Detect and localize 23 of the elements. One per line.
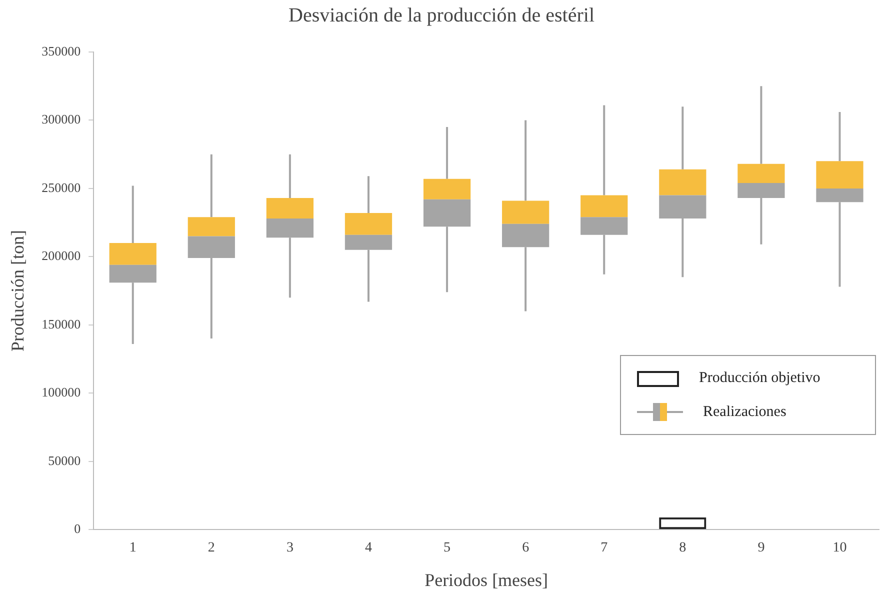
x-tick-label: 2 — [208, 540, 215, 556]
y-tick-label: 100000 — [42, 384, 81, 400]
x-axis-title: Periodos [meses] — [424, 570, 548, 590]
x-tick-label: 6 — [522, 540, 530, 556]
x-tick-label: 7 — [600, 540, 608, 556]
x-tick-label: 5 — [444, 540, 451, 556]
y-tick-label: 200000 — [42, 248, 81, 264]
y-tick-label: 50000 — [48, 452, 81, 468]
y-tick-label: 0 — [74, 521, 81, 536]
x-tick-label: 9 — [758, 540, 765, 556]
y-axis-title: Producción [ton] — [8, 230, 28, 352]
x-tick-label: 3 — [286, 540, 294, 556]
x-tick-label: 8 — [679, 540, 686, 556]
legend-label: Realizaciones — [703, 404, 786, 420]
y-tick-label: 350000 — [42, 43, 81, 58]
x-tick-label: 4 — [364, 540, 372, 556]
y-tick-label: 150000 — [42, 316, 81, 332]
x-tick-label: 1 — [129, 540, 136, 556]
legend-label: Producción objetivo — [699, 370, 820, 387]
y-tick-label: 250000 — [42, 180, 81, 195]
chart-title: Desviación de la producción de estéril — [288, 4, 595, 26]
x-tick-label: 10 — [832, 540, 847, 556]
y-tick-label: 300000 — [42, 112, 81, 127]
